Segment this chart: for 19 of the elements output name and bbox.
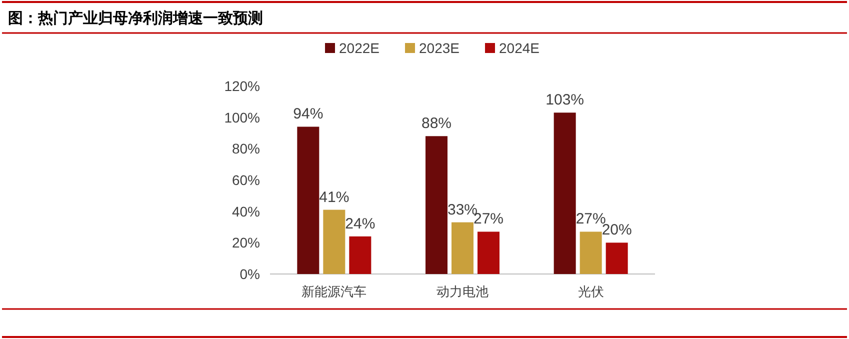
y-tick-label: 40% [232,203,260,220]
data-label: 24% [345,215,376,232]
y-tick-label: 120% [224,78,260,94]
legend-label: 2024E [499,40,540,56]
text: 图：热门产业归母净利润增速一致预测 [8,9,263,27]
data-label: 41% [319,188,350,206]
x-tick-label: 光伏 [578,284,604,299]
data-label: 103% [546,92,584,109]
y-tick-label: 0% [240,266,260,282]
y-tick-label: 80% [232,140,260,157]
y-tick-label: 60% [232,172,260,188]
x-tick-label: 动力电池 [436,284,488,299]
legend-label: 2023E [419,40,460,56]
data-label: 88% [421,115,452,132]
legend-label: 2022E [339,40,380,56]
y-tick-label: 100% [224,109,260,126]
x-tick-label: 新能源汽车 [302,284,367,299]
data-label: 94% [293,106,324,123]
y-tick-label: 20% [232,234,260,251]
